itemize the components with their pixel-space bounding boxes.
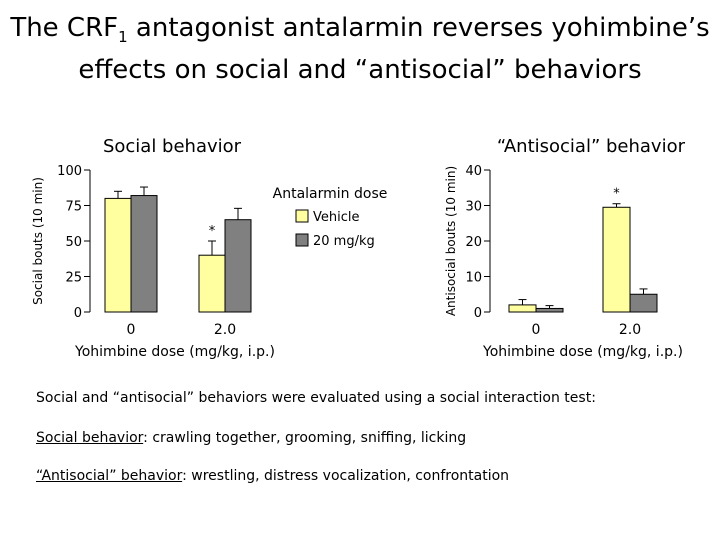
intro-note: Social and “antisocial” behaviors were e…	[36, 390, 596, 406]
chart-1-title: “Antisocial” behavior	[497, 136, 686, 157]
chart-1-y-tick-label: 10	[465, 271, 482, 286]
slide-title: The CRF1 antagonist antalarmin reverses …	[10, 13, 710, 86]
chart-0-y-tick-label: 0	[74, 306, 82, 321]
social-text: : crawling together, grooming, sniffing,…	[143, 430, 467, 446]
antisocial-definition: “Antisocial” behavior: wrestling, distre…	[36, 468, 509, 484]
chart-1-y-label: Antisocial bouts (10 min)	[444, 166, 458, 316]
chart-0-bar	[224, 219, 252, 313]
chart-1-y-tick-label: 20	[465, 235, 482, 250]
chart-1-bar	[629, 293, 658, 313]
social-label: Social behavior	[36, 430, 144, 446]
antisocial-text: : wrestling, distress vocalization, conf…	[182, 468, 510, 484]
chart-0-legend-swatch	[295, 233, 309, 247]
chart-1-x-label: Yohimbine dose (mg/kg, i.p.)	[482, 344, 683, 360]
chart-0-legend-title: Antalarmin dose	[273, 186, 388, 202]
chart-1-bar	[535, 307, 564, 313]
chart-0-title: Social behavior	[103, 136, 242, 157]
chart-0-bar	[104, 197, 132, 313]
chart-0-x-tick-label: 2.0	[214, 322, 236, 338]
chart-0-significance-marker: *	[209, 224, 216, 239]
chart-0-x-label: Yohimbine dose (mg/kg, i.p.)	[74, 344, 275, 360]
chart-0-bar	[198, 254, 226, 313]
chart-1-y-tick-label: 30	[465, 200, 482, 215]
chart-0-y-tick-label: 50	[65, 235, 82, 250]
chart-0-bar	[130, 195, 158, 313]
chart-0-y-label: Social bouts (10 min)	[31, 177, 45, 305]
chart-1-x-tick-label: 0	[532, 322, 541, 338]
chart-0-y-tick-label: 100	[57, 164, 82, 179]
chart-1-y-tick-label: 40	[465, 164, 482, 179]
chart-0-legend-swatch	[295, 209, 309, 223]
chart-0-y-tick-label: 75	[65, 200, 82, 215]
chart-1-significance-marker: *	[613, 187, 620, 202]
antisocial-label: “Antisocial” behavior	[36, 468, 183, 484]
chart-1-bar	[508, 304, 537, 313]
chart-1-y-tick-label: 0	[474, 306, 482, 321]
chart-0-x-tick-label: 0	[127, 322, 136, 338]
chart-1-bar	[602, 206, 631, 313]
chart-0-y-tick-label: 25	[65, 271, 82, 286]
social-definition: Social behavior: crawling together, groo…	[36, 430, 466, 446]
chart-0-legend-label: Vehicle	[313, 210, 360, 225]
chart-1-x-tick-label: 2.0	[619, 322, 641, 338]
chart-0-legend-label: 20 mg/kg	[313, 234, 375, 249]
